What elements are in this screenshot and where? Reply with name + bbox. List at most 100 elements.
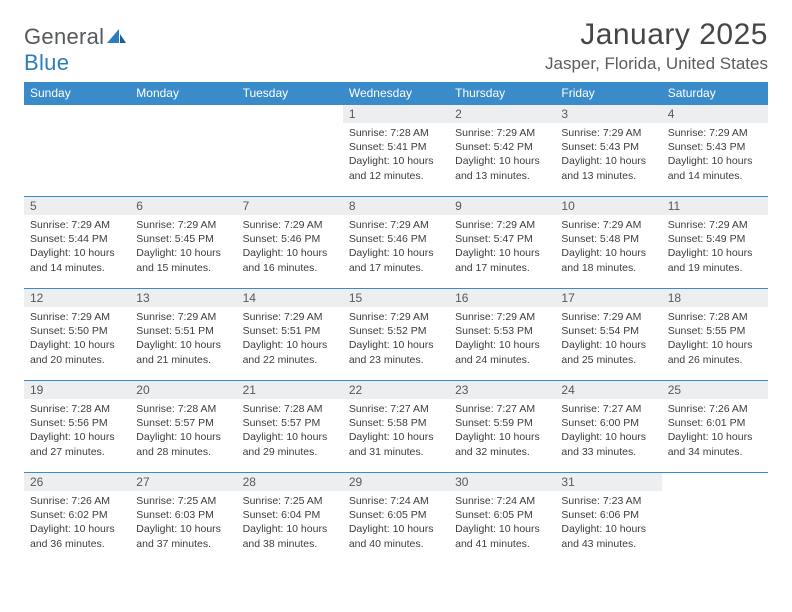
daylight-line: Daylight: 10 hours and 19 minutes. <box>668 246 762 274</box>
calendar-page: GeneralBlue January 2025 Jasper, Florida… <box>0 0 792 577</box>
sunrise-line: Sunrise: 7:29 AM <box>668 218 762 232</box>
sunset-line: Sunset: 5:56 PM <box>30 416 124 430</box>
daylight-line: Daylight: 10 hours and 18 minutes. <box>561 246 655 274</box>
sunset-line: Sunset: 5:51 PM <box>243 324 337 338</box>
sunrise-line: Sunrise: 7:29 AM <box>30 310 124 324</box>
day-number: 17 <box>555 289 661 307</box>
title-location: Jasper, Florida, United States <box>545 54 768 74</box>
sunrise-line: Sunrise: 7:24 AM <box>455 494 549 508</box>
daylight-line: Daylight: 10 hours and 15 minutes. <box>136 246 230 274</box>
sunset-line: Sunset: 5:54 PM <box>561 324 655 338</box>
day-details: Sunrise: 7:25 AMSunset: 6:04 PMDaylight:… <box>237 491 343 555</box>
day-details: Sunrise: 7:29 AMSunset: 5:51 PMDaylight:… <box>237 307 343 371</box>
calendar-empty-cell <box>237 105 343 197</box>
calendar-empty-cell <box>130 105 236 197</box>
sunset-line: Sunset: 6:00 PM <box>561 416 655 430</box>
sunrise-line: Sunrise: 7:27 AM <box>455 402 549 416</box>
calendar-day-cell: 29Sunrise: 7:24 AMSunset: 6:05 PMDayligh… <box>343 473 449 565</box>
day-number: 8 <box>343 197 449 215</box>
sunrise-line: Sunrise: 7:25 AM <box>243 494 337 508</box>
calendar-week-row: 26Sunrise: 7:26 AMSunset: 6:02 PMDayligh… <box>24 473 768 565</box>
calendar-week-row: 12Sunrise: 7:29 AMSunset: 5:50 PMDayligh… <box>24 289 768 381</box>
day-details: Sunrise: 7:29 AMSunset: 5:46 PMDaylight:… <box>343 215 449 279</box>
daylight-line: Daylight: 10 hours and 37 minutes. <box>136 522 230 550</box>
daylight-line: Daylight: 10 hours and 21 minutes. <box>136 338 230 366</box>
day-details: Sunrise: 7:29 AMSunset: 5:47 PMDaylight:… <box>449 215 555 279</box>
calendar-day-cell: 31Sunrise: 7:23 AMSunset: 6:06 PMDayligh… <box>555 473 661 565</box>
calendar-day-cell: 9Sunrise: 7:29 AMSunset: 5:47 PMDaylight… <box>449 197 555 289</box>
daylight-line: Daylight: 10 hours and 24 minutes. <box>455 338 549 366</box>
sunrise-line: Sunrise: 7:26 AM <box>668 402 762 416</box>
daylight-line: Daylight: 10 hours and 22 minutes. <box>243 338 337 366</box>
day-details: Sunrise: 7:29 AMSunset: 5:42 PMDaylight:… <box>449 123 555 187</box>
day-number: 29 <box>343 473 449 491</box>
day-details: Sunrise: 7:29 AMSunset: 5:54 PMDaylight:… <box>555 307 661 371</box>
day-details: Sunrise: 7:29 AMSunset: 5:49 PMDaylight:… <box>662 215 768 279</box>
day-details: Sunrise: 7:28 AMSunset: 5:55 PMDaylight:… <box>662 307 768 371</box>
day-details: Sunrise: 7:29 AMSunset: 5:48 PMDaylight:… <box>555 215 661 279</box>
day-number: 20 <box>130 381 236 399</box>
day-details: Sunrise: 7:29 AMSunset: 5:43 PMDaylight:… <box>555 123 661 187</box>
calendar-week-row: 1Sunrise: 7:28 AMSunset: 5:41 PMDaylight… <box>24 105 768 197</box>
sunset-line: Sunset: 6:02 PM <box>30 508 124 522</box>
sunrise-line: Sunrise: 7:28 AM <box>349 126 443 140</box>
calendar-week-row: 19Sunrise: 7:28 AMSunset: 5:56 PMDayligh… <box>24 381 768 473</box>
calendar-day-cell: 28Sunrise: 7:25 AMSunset: 6:04 PMDayligh… <box>237 473 343 565</box>
weekday-header: Saturday <box>662 82 768 105</box>
sunrise-line: Sunrise: 7:29 AM <box>349 218 443 232</box>
sunrise-line: Sunrise: 7:29 AM <box>30 218 124 232</box>
sunset-line: Sunset: 5:43 PM <box>668 140 762 154</box>
daylight-line: Daylight: 10 hours and 40 minutes. <box>349 522 443 550</box>
sunset-line: Sunset: 6:05 PM <box>455 508 549 522</box>
sunrise-line: Sunrise: 7:26 AM <box>30 494 124 508</box>
sunrise-line: Sunrise: 7:29 AM <box>668 126 762 140</box>
brand-name: GeneralBlue <box>24 24 129 76</box>
day-details: Sunrise: 7:29 AMSunset: 5:51 PMDaylight:… <box>130 307 236 371</box>
sunset-line: Sunset: 5:46 PM <box>243 232 337 246</box>
daylight-line: Daylight: 10 hours and 13 minutes. <box>455 154 549 182</box>
sunrise-line: Sunrise: 7:29 AM <box>561 126 655 140</box>
sunset-line: Sunset: 5:51 PM <box>136 324 230 338</box>
sunset-line: Sunset: 5:58 PM <box>349 416 443 430</box>
day-details: Sunrise: 7:29 AMSunset: 5:46 PMDaylight:… <box>237 215 343 279</box>
sunrise-line: Sunrise: 7:28 AM <box>30 402 124 416</box>
day-details: Sunrise: 7:29 AMSunset: 5:53 PMDaylight:… <box>449 307 555 371</box>
daylight-line: Daylight: 10 hours and 13 minutes. <box>561 154 655 182</box>
day-number: 25 <box>662 381 768 399</box>
day-number: 19 <box>24 381 130 399</box>
daylight-line: Daylight: 10 hours and 33 minutes. <box>561 430 655 458</box>
day-details: Sunrise: 7:28 AMSunset: 5:56 PMDaylight:… <box>24 399 130 463</box>
sunset-line: Sunset: 5:44 PM <box>30 232 124 246</box>
weekday-header: Sunday <box>24 82 130 105</box>
day-number: 27 <box>130 473 236 491</box>
day-number: 13 <box>130 289 236 307</box>
calendar-day-cell: 27Sunrise: 7:25 AMSunset: 6:03 PMDayligh… <box>130 473 236 565</box>
day-number: 28 <box>237 473 343 491</box>
day-number: 15 <box>343 289 449 307</box>
sunset-line: Sunset: 6:05 PM <box>349 508 443 522</box>
day-number: 10 <box>555 197 661 215</box>
sunset-line: Sunset: 5:43 PM <box>561 140 655 154</box>
day-details: Sunrise: 7:27 AMSunset: 5:59 PMDaylight:… <box>449 399 555 463</box>
sunrise-line: Sunrise: 7:28 AM <box>668 310 762 324</box>
sunset-line: Sunset: 5:59 PM <box>455 416 549 430</box>
day-number: 30 <box>449 473 555 491</box>
day-number: 23 <box>449 381 555 399</box>
calendar-day-cell: 3Sunrise: 7:29 AMSunset: 5:43 PMDaylight… <box>555 105 661 197</box>
sunrise-line: Sunrise: 7:29 AM <box>561 218 655 232</box>
calendar-week-row: 5Sunrise: 7:29 AMSunset: 5:44 PMDaylight… <box>24 197 768 289</box>
sunset-line: Sunset: 5:55 PM <box>668 324 762 338</box>
calendar-day-cell: 19Sunrise: 7:28 AMSunset: 5:56 PMDayligh… <box>24 381 130 473</box>
calendar-day-cell: 13Sunrise: 7:29 AMSunset: 5:51 PMDayligh… <box>130 289 236 381</box>
calendar-day-cell: 6Sunrise: 7:29 AMSunset: 5:45 PMDaylight… <box>130 197 236 289</box>
day-details: Sunrise: 7:27 AMSunset: 5:58 PMDaylight:… <box>343 399 449 463</box>
day-number: 21 <box>237 381 343 399</box>
day-details: Sunrise: 7:28 AMSunset: 5:57 PMDaylight:… <box>130 399 236 463</box>
calendar-day-cell: 11Sunrise: 7:29 AMSunset: 5:49 PMDayligh… <box>662 197 768 289</box>
sunrise-line: Sunrise: 7:27 AM <box>561 402 655 416</box>
calendar-day-cell: 26Sunrise: 7:26 AMSunset: 6:02 PMDayligh… <box>24 473 130 565</box>
daylight-line: Daylight: 10 hours and 20 minutes. <box>30 338 124 366</box>
daylight-line: Daylight: 10 hours and 34 minutes. <box>668 430 762 458</box>
day-details: Sunrise: 7:26 AMSunset: 6:02 PMDaylight:… <box>24 491 130 555</box>
sunset-line: Sunset: 6:03 PM <box>136 508 230 522</box>
